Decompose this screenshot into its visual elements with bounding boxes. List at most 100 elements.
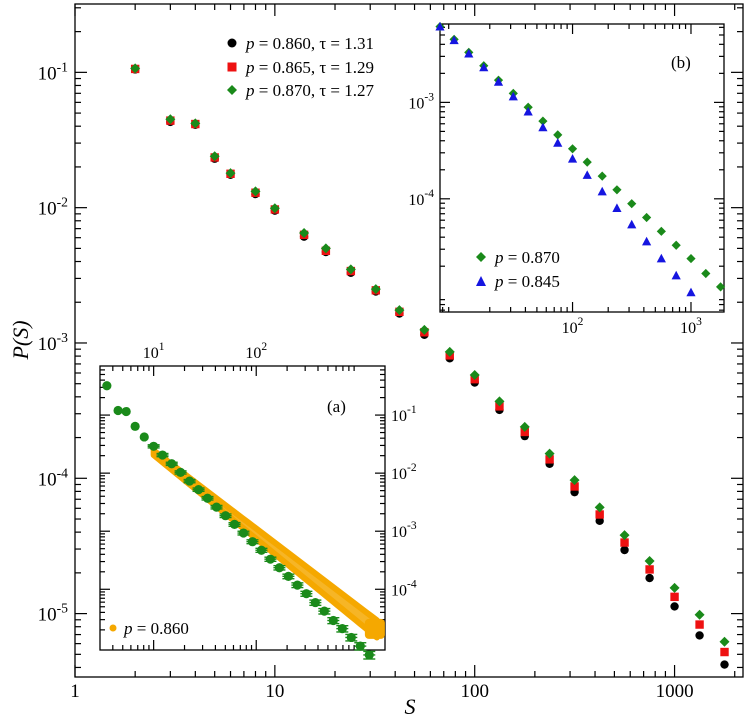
inset-a-band-end bbox=[364, 618, 385, 639]
inset-b-point-series-0 bbox=[701, 268, 711, 279]
inset-b-point-series-1 bbox=[435, 21, 445, 31]
inset-b-legend-marker-p0870 bbox=[476, 252, 486, 262]
data-point-series-2 bbox=[594, 502, 605, 513]
data-point-series-1 bbox=[720, 647, 729, 657]
legend-label-p0870: p = 0.870, τ = 1.27 bbox=[245, 81, 375, 100]
inset-a-data-point bbox=[274, 563, 285, 573]
inset-b-point-series-1 bbox=[553, 138, 563, 147]
inset-a-data-point bbox=[157, 450, 168, 460]
data-point-series-2 bbox=[345, 264, 356, 275]
inset-b-point-series-1 bbox=[464, 48, 474, 58]
inset-b-point-series-0 bbox=[715, 282, 726, 292]
inset-a-data-point bbox=[355, 641, 365, 651]
data-point-series-2 bbox=[225, 168, 236, 179]
inset-b-point-series-1 bbox=[538, 122, 548, 132]
data-point-series-2 bbox=[165, 114, 176, 125]
data-point-series-2 bbox=[569, 475, 580, 486]
legend-marker-p0870 bbox=[227, 85, 237, 95]
data-point-series-2 bbox=[544, 448, 555, 459]
inset-a-data-point bbox=[229, 519, 240, 529]
inset-b-point-series-1 bbox=[642, 236, 652, 246]
data-point-series-0 bbox=[595, 516, 604, 526]
inset-a-data-point bbox=[193, 485, 204, 495]
inset-b-point-series-0 bbox=[553, 130, 563, 140]
y-tick-label: 10-4 bbox=[38, 465, 69, 490]
inset-a-y-tick-label: 10-3 bbox=[391, 520, 417, 541]
inset-b-x-tick-label: 103 bbox=[680, 316, 702, 337]
y-tick-label: 10-3 bbox=[38, 330, 69, 355]
inset-a-y-tick-label: 10-1 bbox=[391, 404, 417, 425]
inset-a-data-point bbox=[247, 537, 258, 547]
inset-a-data-point bbox=[211, 502, 222, 512]
data-point-series-0 bbox=[670, 602, 679, 611]
inset-a-data-point bbox=[184, 476, 195, 486]
data-point-series-2 bbox=[419, 324, 430, 335]
inset-a-data-point bbox=[301, 589, 311, 599]
inset-a-label: (a) bbox=[327, 397, 346, 416]
inset-a-data-point bbox=[220, 511, 231, 521]
inset-a-legend: p = 0.860 bbox=[109, 619, 189, 638]
x-tick-label: 100 bbox=[460, 681, 489, 702]
x-tick-label: 1 bbox=[70, 681, 80, 702]
legend-label-p0865: p = 0.865, τ = 1.29 bbox=[245, 58, 374, 77]
inset-b-point-series-0 bbox=[627, 199, 637, 209]
x-axis-title: S bbox=[405, 694, 416, 719]
legend-label-p0860: p = 0.860, τ = 1.31 bbox=[245, 34, 374, 53]
data-point-series-2 bbox=[719, 636, 730, 647]
inset-b-point-series-1 bbox=[567, 153, 578, 163]
data-point-series-2 bbox=[394, 305, 405, 316]
data-point-series-1 bbox=[570, 482, 579, 491]
inset-b-point-series-0 bbox=[538, 116, 548, 126]
data-point-series-1 bbox=[595, 510, 604, 519]
inset-a-data-point bbox=[238, 528, 249, 538]
data-point-series-0 bbox=[645, 573, 654, 583]
inset-b-point-series-1 bbox=[508, 91, 518, 101]
main-legend: p = 0.860, τ = 1.31 p = 0.865, τ = 1.29 … bbox=[227, 34, 375, 100]
x-tick-label: 10 bbox=[265, 681, 284, 702]
data-point-series-2 bbox=[130, 63, 141, 74]
data-point-series-2 bbox=[320, 243, 331, 254]
inset-a-data-point bbox=[319, 606, 329, 616]
inset-b-point-series-0 bbox=[642, 212, 652, 223]
inset-a-frame bbox=[99, 365, 386, 651]
data-point-series-2 bbox=[669, 582, 680, 593]
inset-b-point-series-1 bbox=[523, 106, 533, 116]
inset-a-data-point bbox=[139, 432, 149, 442]
data-point-series-2 bbox=[494, 396, 505, 407]
inset-b-point-series-1 bbox=[656, 253, 666, 263]
data-point-series-0 bbox=[620, 545, 629, 555]
inset-b-frame bbox=[439, 23, 725, 313]
inset-a-legend-label: p = 0.860 bbox=[123, 619, 189, 638]
data-point-series-1 bbox=[695, 620, 704, 629]
inset-b-label: (b) bbox=[671, 53, 691, 72]
inset-a-data-point bbox=[167, 459, 177, 469]
data-point-series-2 bbox=[694, 609, 705, 620]
inset-a-x-tick-label: 101 bbox=[143, 341, 165, 362]
inset-b-point-series-1 bbox=[627, 219, 637, 229]
inset-b-point-series-1 bbox=[479, 62, 489, 72]
inset-a-data-point bbox=[283, 571, 294, 581]
inset-a-data-point bbox=[292, 580, 302, 590]
data-point-series-2 bbox=[190, 118, 201, 129]
inset-b-point-series-1 bbox=[597, 186, 607, 196]
inset-a-data-point bbox=[310, 597, 320, 608]
data-point-series-2 bbox=[619, 530, 630, 541]
inset-b-point-series-0 bbox=[597, 171, 607, 181]
legend-marker-p0860 bbox=[227, 38, 237, 48]
inset-b-legend-marker-p0845 bbox=[476, 276, 486, 286]
inset-a-data-point bbox=[265, 554, 276, 564]
inset-a-data-point bbox=[175, 467, 186, 477]
inset-a-x-tick-label: 102 bbox=[245, 341, 267, 362]
data-point-series-2 bbox=[519, 421, 530, 432]
inset-b-y-tick-label: 10-4 bbox=[408, 188, 434, 209]
inset-a-data-point bbox=[364, 650, 374, 660]
main-plot-frame bbox=[74, 3, 744, 678]
inset-b-point-series-1 bbox=[449, 35, 459, 45]
data-point-series-1 bbox=[670, 592, 679, 602]
inset-a-data-point bbox=[130, 421, 140, 431]
data-point-series-2 bbox=[370, 284, 381, 295]
y-tick-label: 10-5 bbox=[38, 601, 69, 626]
y-tick-label: 10-2 bbox=[38, 195, 69, 220]
inset-b-point-series-0 bbox=[671, 240, 681, 250]
